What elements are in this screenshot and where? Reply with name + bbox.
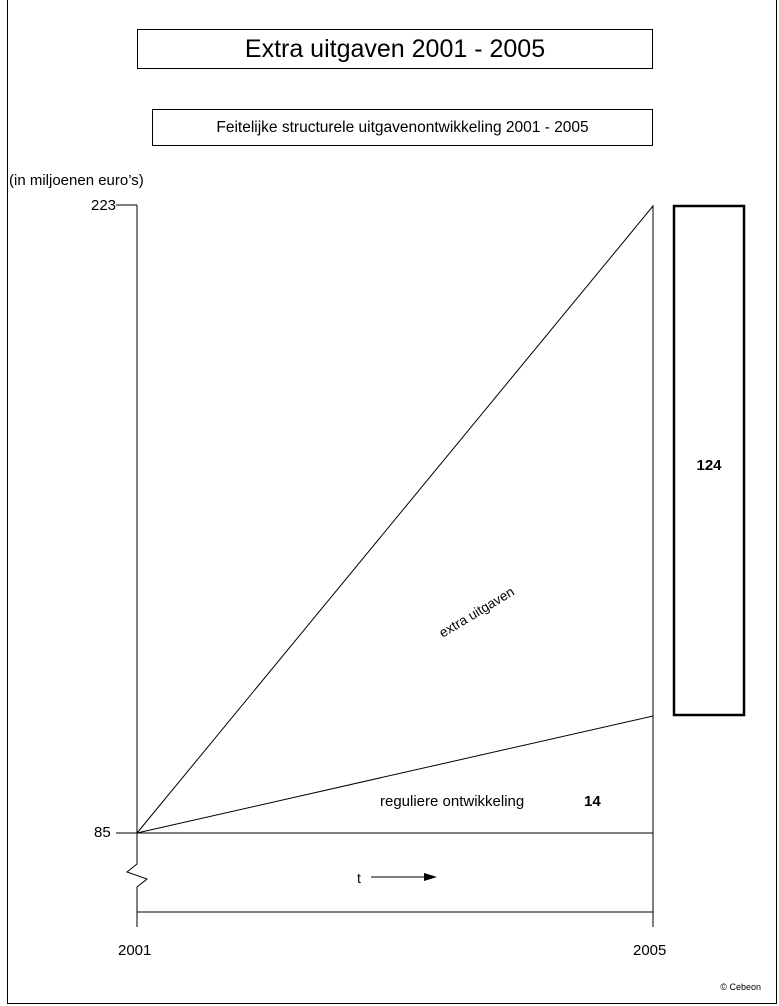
copyright-notice: © Cebeon xyxy=(720,982,761,992)
unit-label: (in miljoenen euro’s) xyxy=(9,172,144,189)
figure-title: Extra uitgaven 2001 - 2005 xyxy=(137,29,653,69)
total-growth-line xyxy=(136,205,654,834)
regular-region-value: 14 xyxy=(584,793,601,810)
time-arrow-head xyxy=(424,873,437,881)
regular-growth-line xyxy=(136,715,654,834)
x-end-label: 2005 xyxy=(633,942,667,959)
extra-amount-value: 124 xyxy=(696,457,722,474)
time-label: t xyxy=(357,870,361,886)
figure-subtitle: Feitelijke structurele uitgavenontwikkel… xyxy=(152,109,653,146)
extra-region-label: extra uitgaven xyxy=(436,584,516,641)
regular-region-label: reguliere ontwikkeling xyxy=(380,793,524,810)
y-axis-line xyxy=(125,205,149,927)
y-top-label: 223 xyxy=(91,197,117,214)
figure-frame xyxy=(7,0,777,1004)
y-bottom-label: 85 xyxy=(94,824,111,841)
extra-amount-box xyxy=(672,204,746,717)
x-start-label: 2001 xyxy=(118,942,152,959)
